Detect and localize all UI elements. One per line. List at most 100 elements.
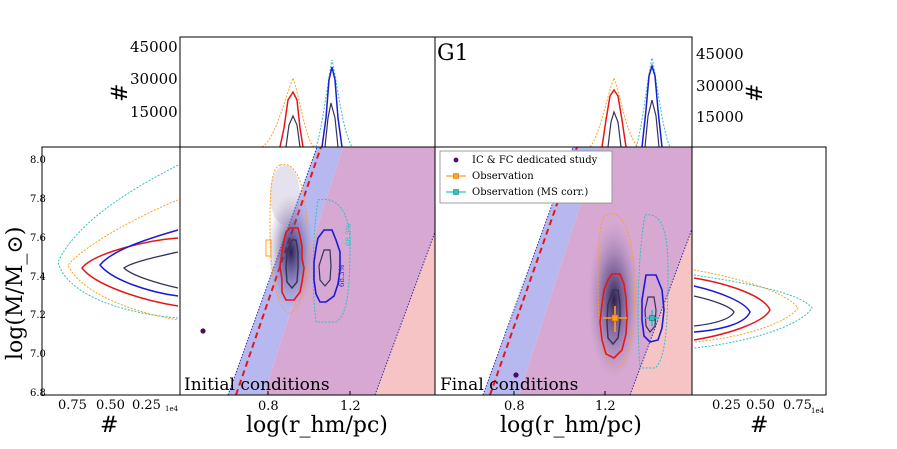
x-axis-label-left: log(r_hm/pc) [246,413,388,438]
top-hist-tick: 15000 [696,108,744,126]
contour-orange-outer-final [597,213,635,369]
hist-blue-left [99,229,179,297]
legend-marker-observation [446,173,466,179]
hist-red-top-right [601,88,627,148]
hist-orange-top-left [261,76,315,148]
density-faint [270,165,300,225]
x-tick-label: 0.8 [504,399,525,414]
red-band-edge-final [629,228,692,395]
left-hist-tick: 0.75 [58,398,87,413]
left-hist-offset: 1e4 [165,405,179,413]
x-tick-label: 0.8 [258,399,279,414]
y-tick-label: 6.8 [30,388,46,399]
left-histogram: 8.0 7.8 7.6 7.4 7.2 7.0 6.8 log(M/M_⊙) 0… [3,146,181,438]
left-hist-frame [41,146,181,396]
dedicated-study-point [200,328,206,334]
right-histogram: 0.25 0.50 0.75 1e4 # [691,146,827,438]
right-hist-frame [691,146,827,396]
hist-orange-top-right [589,76,639,148]
dedicated-study-point-final [513,372,519,378]
panel-title-final: Final conditions [440,375,578,395]
legend: IC & FC dedicated study Observation Obse… [439,150,613,204]
contour-blue-final [641,274,665,343]
legend-label-ms-corr: Observation (MS corr.) [472,187,588,198]
top-hist-frame-left [179,36,436,148]
hist-blue-right [693,285,751,333]
top-hist-frame-right [434,36,693,148]
contour-red-final [599,273,628,359]
top-hist-ylabel-right: # [743,84,768,102]
contour-blue [313,229,341,303]
legend-label-dedicated: IC & FC dedicated study [472,155,598,166]
hist-blue-top-right [641,63,663,148]
contour-red [279,227,305,301]
top-hist-tick: 45000 [130,38,178,56]
x-tick-label: 1.2 [340,399,361,414]
legend-label-observation: Observation [472,171,534,182]
right-hist-xlabel: # [750,413,768,438]
hist-dark-blue-top-left [324,102,339,148]
y-tick-label: 7.2 [30,310,46,321]
y-tick-label: 7.4 [30,272,46,283]
y-tick-label: 7.6 [30,233,46,244]
right-hist-tick: 0.75 [783,398,812,413]
y-axis-label: log(M/M_⊙) [3,227,28,360]
density-blob [267,194,315,310]
top-hist-tick: 30000 [130,70,178,88]
hist-dark-left [123,251,179,289]
hist-cyan-top-left [315,59,353,148]
hist-orange-right [693,269,799,343]
y-tick-label: 8.0 [30,155,46,166]
hist-red-left [81,237,179,307]
panel-label: G1 [437,41,469,66]
hist-red-top-left [279,90,304,148]
legend-box [439,150,613,204]
x-tick-label: 1.2 [595,399,616,414]
red-dashed-line-final [489,147,578,395]
left-hist-tick: 0.25 [132,398,161,413]
percent-label-cyan: 68.3% [345,223,353,246]
hist-red-right [693,277,771,341]
legend-marker-dedicated [453,157,459,163]
top-histogram-left: 15000 30000 45000 # [108,36,436,148]
right-hist-offset: 1e4 [811,407,825,415]
y-tick-label: 7.0 [30,349,46,360]
left-hist-tick: 0.50 [96,398,125,413]
top-hist-tick: 15000 [130,103,178,121]
contour-dark [285,239,299,290]
contour-dark-final [606,289,621,346]
top-histogram-right: G1 15000 30000 45000 # [434,36,768,148]
left-hist-xlabel: # [100,413,118,438]
hist-dark-top-right [607,110,622,148]
hist-cyan-left [57,164,179,319]
contour-dark-blue [318,249,332,287]
red-band-edge [374,231,435,395]
hist-dark-right [693,295,735,327]
hist-orange-left [67,199,179,321]
hist-blue-top-left [321,66,343,148]
observation-point [603,306,627,332]
top-hist-ylabel-left: # [108,84,133,102]
observation-ms-corr-point [645,310,659,326]
percent-label: 68.3% [338,264,346,287]
panel-final-conditions: Final conditions IC & FC dedicated study… [434,146,693,396]
right-hist-tick: 0.25 [712,398,741,413]
overlap-region [264,147,435,395]
panel-title-initial: Initial conditions [184,375,330,395]
hist-dark-top-left [285,114,301,148]
top-hist-tick: 30000 [696,77,744,95]
contour-dark-blue-final [644,296,657,334]
y-tick-label: 7.8 [30,194,46,205]
contour-cyan-outer-final [637,214,669,369]
x-axis: 0.8 1.2 0.8 1.2 log(r_hm/pc) log(r_hm/pc… [246,391,642,438]
right-hist-tick: 0.50 [746,398,775,413]
top-hist-tick: 45000 [696,45,744,63]
density-blob-final [588,222,640,378]
panel-initial-conditions: 68.3% 68.3% Initial conditions [179,146,436,396]
contour-orange-mark [265,239,272,257]
contour-orange-outer [269,163,309,315]
hist-cyan-right [693,274,813,349]
contour-cyan-outer [312,198,351,323]
hist-dark-blue-top-right [644,99,660,148]
